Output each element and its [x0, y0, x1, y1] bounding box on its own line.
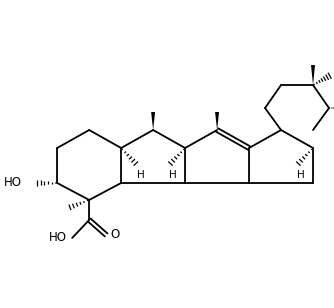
Text: H: H [169, 170, 177, 180]
Text: H: H [137, 170, 145, 180]
Text: HO: HO [49, 231, 67, 245]
Polygon shape [311, 65, 315, 85]
Text: H: H [297, 170, 305, 180]
Polygon shape [329, 106, 334, 110]
Text: HO: HO [4, 176, 22, 189]
Text: O: O [110, 229, 119, 241]
Polygon shape [215, 112, 219, 130]
Polygon shape [151, 112, 155, 130]
